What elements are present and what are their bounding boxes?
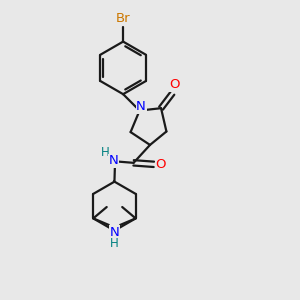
Text: N: N [110,226,119,238]
Text: N: N [136,100,146,113]
Text: O: O [155,158,166,171]
Text: Br: Br [116,12,130,25]
Text: H: H [101,146,110,159]
Text: N: N [109,154,118,167]
Text: H: H [110,237,119,250]
Text: O: O [169,78,179,92]
